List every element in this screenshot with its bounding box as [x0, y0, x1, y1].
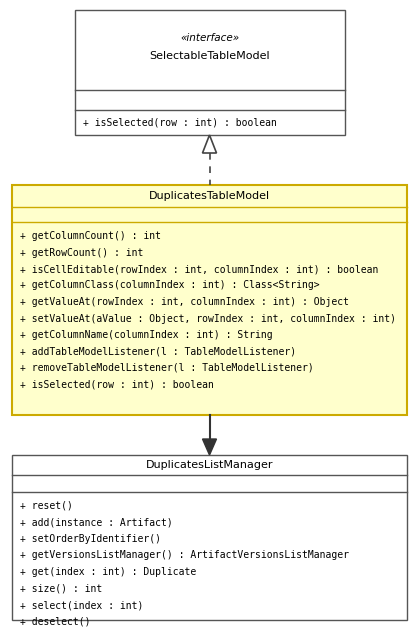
Text: + isSelected(row : int) : boolean: + isSelected(row : int) : boolean — [20, 380, 214, 389]
Text: + removeTableModelListener(l : TableModelListener): + removeTableModelListener(l : TableMode… — [20, 363, 314, 373]
Text: + isSelected(row : int) : boolean: + isSelected(row : int) : boolean — [83, 117, 277, 128]
Bar — [12, 455, 407, 620]
Text: DuplicatesListManager: DuplicatesListManager — [146, 460, 273, 470]
Text: + getColumnClass(columnIndex : int) : Class<String>: + getColumnClass(columnIndex : int) : Cl… — [20, 281, 320, 290]
Text: + getValueAt(rowIndex : int, columnIndex : int) : Object: + getValueAt(rowIndex : int, columnIndex… — [20, 297, 349, 307]
Text: + getColumnName(columnIndex : int) : String: + getColumnName(columnIndex : int) : Str… — [20, 330, 273, 340]
Polygon shape — [202, 439, 217, 455]
Text: + deselect(): + deselect() — [20, 617, 91, 627]
Bar — [75, 10, 345, 135]
Text: + addTableModelListener(l : TableModelListener): + addTableModelListener(l : TableModelLi… — [20, 347, 296, 356]
Text: + select(index : int): + select(index : int) — [20, 600, 143, 610]
Text: + setValueAt(aValue : Object, rowIndex : int, columnIndex : int): + setValueAt(aValue : Object, rowIndex :… — [20, 314, 396, 323]
Bar — [12, 185, 407, 415]
Text: + getColumnCount() : int: + getColumnCount() : int — [20, 231, 161, 241]
Text: + isCellEditable(rowIndex : int, columnIndex : int) : boolean: + isCellEditable(rowIndex : int, columnI… — [20, 264, 378, 274]
Text: + getRowCount() : int: + getRowCount() : int — [20, 248, 143, 258]
Text: + getVersionsListManager() : ArtifactVersionsListManager: + getVersionsListManager() : ArtifactVer… — [20, 551, 349, 561]
Text: + size() : int: + size() : int — [20, 584, 102, 594]
Text: + reset(): + reset() — [20, 501, 73, 511]
Text: SelectableTableModel: SelectableTableModel — [150, 51, 270, 61]
Text: DuplicatesTableModel: DuplicatesTableModel — [149, 191, 270, 201]
Text: + get(index : int) : Duplicate: + get(index : int) : Duplicate — [20, 567, 196, 577]
Text: «interface»: «interface» — [181, 33, 240, 43]
Text: + add(instance : Artifact): + add(instance : Artifact) — [20, 518, 173, 528]
Polygon shape — [202, 135, 217, 153]
Text: + setOrderByIdentifier(): + setOrderByIdentifier() — [20, 534, 161, 544]
